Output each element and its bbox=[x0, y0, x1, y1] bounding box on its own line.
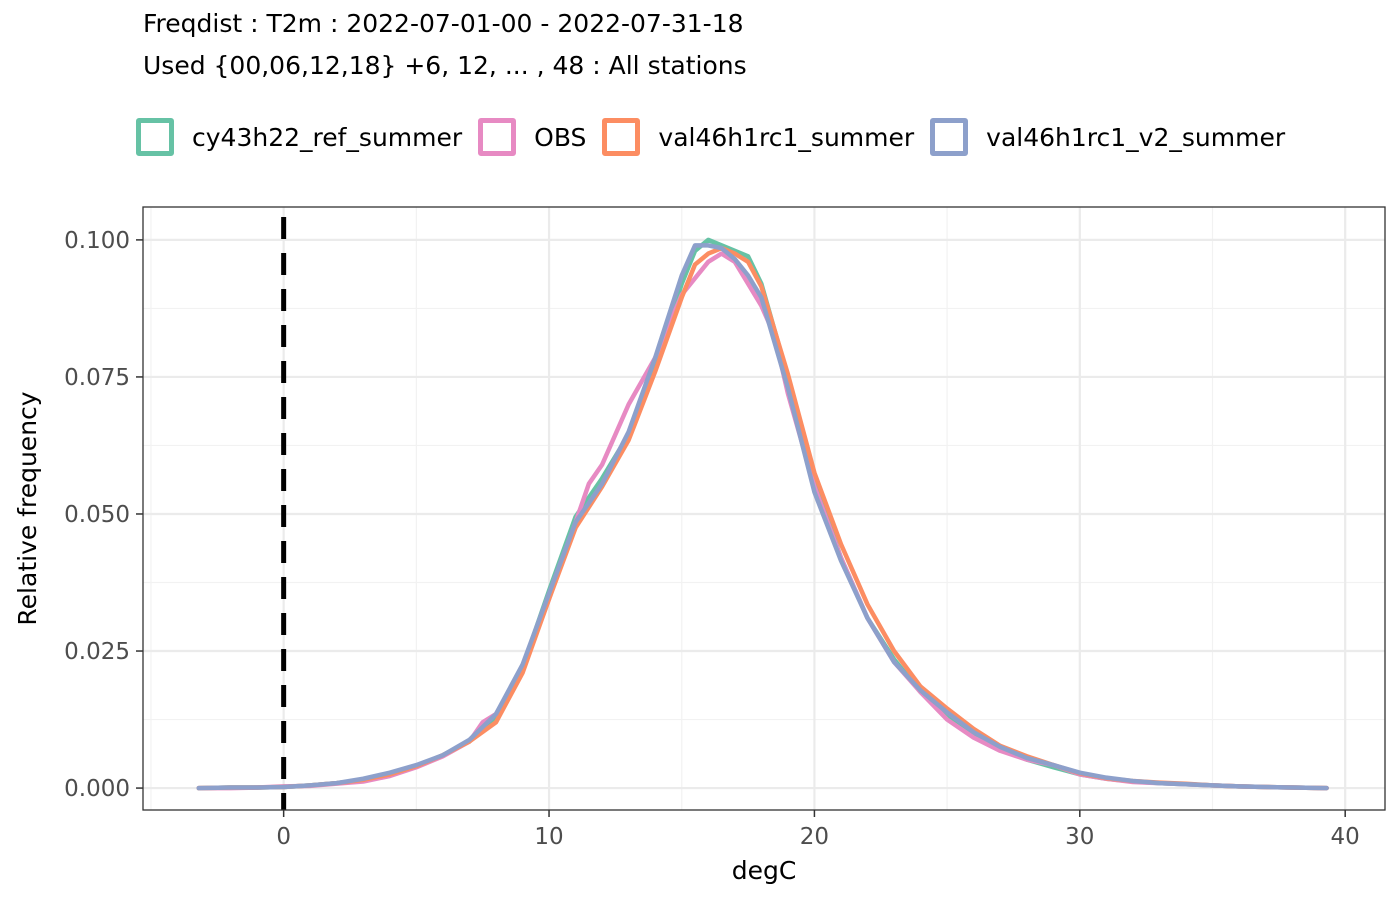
x-tick-label: 0 bbox=[276, 824, 291, 850]
legend-item-cy43h22-ref-summer: cy43h22_ref_summer bbox=[136, 118, 462, 156]
chart-title: Freqdist : T2m : 2022-07-01-00 - 2022-07… bbox=[143, 9, 744, 38]
legend-label: val46h1rc1_summer bbox=[658, 122, 915, 152]
series-layer bbox=[196, 237, 1329, 791]
x-axis-title: degC bbox=[732, 856, 797, 885]
legend-label: OBS bbox=[534, 122, 587, 152]
y-tick-label: 0.000 bbox=[64, 776, 130, 802]
legend-label: val46h1rc1_v2_summer bbox=[986, 122, 1286, 152]
x-axis: 0 10 20 30 40 bbox=[276, 810, 1360, 850]
y-axis-title: Relative frequency bbox=[13, 391, 42, 625]
y-tick-label: 0.075 bbox=[64, 365, 130, 391]
legend-item-val46h1rc1-v2-summer: val46h1rc1_v2_summer bbox=[930, 118, 1285, 156]
chart-subtitle: Used {00,06,12,18} +6, 12, ... , 48 : Al… bbox=[143, 51, 747, 80]
legend-key bbox=[930, 118, 969, 156]
x-tick-label: 30 bbox=[1065, 824, 1094, 850]
legend: cy43h22_ref_summer OBS val46h1rc1_summer… bbox=[136, 114, 1301, 160]
series-line-obs bbox=[196, 251, 1329, 791]
series-line-val46h1rc1-summer bbox=[196, 245, 1329, 791]
y-tick-label: 0.025 bbox=[64, 639, 130, 665]
y-tick-label: 0.100 bbox=[64, 228, 130, 254]
panel-border bbox=[142, 206, 1386, 811]
legend-key bbox=[602, 118, 641, 156]
x-tick-label: 40 bbox=[1331, 824, 1360, 850]
x-tick-label: 20 bbox=[800, 824, 829, 850]
series-line-val46h1rc1-v2-summer bbox=[196, 243, 1329, 791]
y-axis: 0.000 0.025 0.050 0.075 0.100 bbox=[64, 228, 143, 802]
legend-key bbox=[478, 118, 517, 156]
legend-item-obs: OBS bbox=[478, 118, 586, 156]
legend-label: cy43h22_ref_summer bbox=[192, 122, 463, 152]
legend-item-val46h1rc1-summer: val46h1rc1_summer bbox=[602, 118, 914, 156]
x-tick-label: 10 bbox=[534, 824, 563, 850]
legend-key bbox=[136, 118, 174, 156]
y-tick-label: 0.050 bbox=[64, 502, 130, 528]
